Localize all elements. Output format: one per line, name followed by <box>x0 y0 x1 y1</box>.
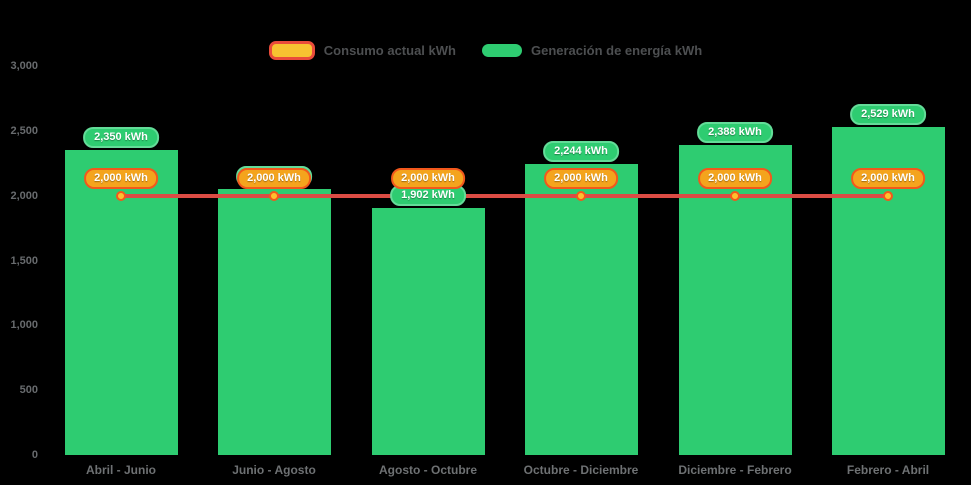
y-axis-tick-label: 2,500 <box>10 125 38 137</box>
x-axis-category-label: Junio - Agosto <box>232 463 316 477</box>
legend-label-consumo: Consumo actual kWh <box>323 43 456 58</box>
x-axis-category-label: Abril - Junio <box>86 463 156 477</box>
x-axis-category-label: Octubre - Diciembre <box>523 463 639 477</box>
line-value-label: 2,000 kWh <box>237 168 311 189</box>
legend-label-generacion: Generación de energía kWh <box>530 43 703 58</box>
bar-generacion[interactable] <box>524 164 638 455</box>
y-axis-tick-label: 1,000 <box>10 319 38 331</box>
y-axis-tick-label: 3,000 <box>10 60 38 72</box>
line-value-label: 2,000 kWh <box>84 168 158 189</box>
line-point[interactable] <box>883 191 893 201</box>
line-value-label: 2,000 kWh <box>391 168 465 189</box>
bar-value-label: 2,529 kWh <box>850 104 926 125</box>
legend-swatch-consumo-icon <box>268 41 315 60</box>
bar-generacion[interactable] <box>371 208 485 455</box>
line-point[interactable] <box>269 191 279 201</box>
legend-item-generacion[interactable]: Generación de energía kWh <box>481 43 703 58</box>
x-axis-category-label: Agosto - Octubre <box>379 463 477 477</box>
bar-generacion[interactable] <box>217 189 331 455</box>
x-axis-category-label: Febrero - Abril <box>846 463 930 477</box>
y-axis-tick-label: 2,000 <box>10 190 38 202</box>
y-axis-tick-label: 0 <box>31 449 38 461</box>
line-value-label: 2,000 kWh <box>851 168 925 189</box>
line-point[interactable] <box>116 191 126 201</box>
consumo-line <box>121 194 888 198</box>
legend: Consumo actual kWh Generación de energía… <box>0 41 971 60</box>
line-value-label: 2,000 kWh <box>698 168 772 189</box>
line-point[interactable] <box>730 191 740 201</box>
y-axis-tick-label: 1,500 <box>10 255 38 267</box>
line-value-label: 2,000 kWh <box>544 168 618 189</box>
x-axis-category-label: Diciembre - Febrero <box>678 463 792 477</box>
legend-item-consumo[interactable]: Consumo actual kWh <box>268 41 456 60</box>
bar-value-label: 2,388 kWh <box>697 122 773 143</box>
line-point[interactable] <box>576 191 586 201</box>
bar-value-label: 2,350 kWh <box>83 127 159 148</box>
bar-value-label: 2,244 kWh <box>543 141 619 162</box>
legend-swatch-generacion-icon <box>481 44 522 57</box>
y-axis-tick-label: 500 <box>19 384 38 396</box>
